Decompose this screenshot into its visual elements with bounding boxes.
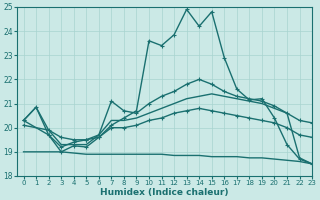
X-axis label: Humidex (Indice chaleur): Humidex (Indice chaleur) — [100, 188, 229, 197]
